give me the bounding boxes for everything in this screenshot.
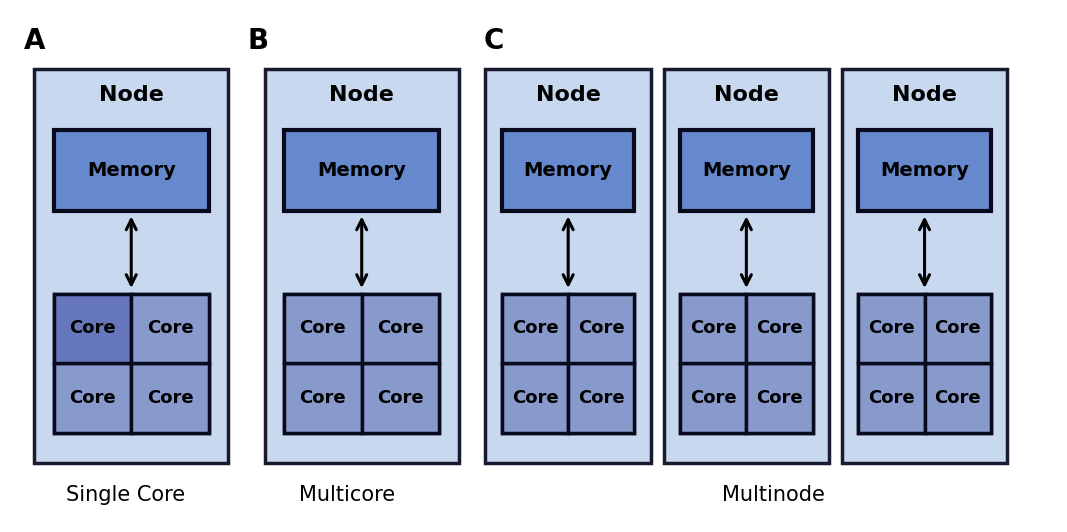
- Text: Core: Core: [690, 389, 736, 408]
- Bar: [681, 294, 747, 363]
- Text: Memory: Memory: [524, 161, 612, 180]
- Text: Core: Core: [378, 320, 424, 337]
- Text: Core: Core: [512, 389, 558, 408]
- Bar: [131, 294, 209, 363]
- Text: Memory: Memory: [702, 161, 791, 180]
- Text: Node: Node: [330, 85, 394, 105]
- Bar: [503, 294, 634, 433]
- Bar: [568, 294, 634, 363]
- Text: Multicore: Multicore: [299, 485, 395, 505]
- Text: Core: Core: [300, 389, 346, 408]
- Bar: [858, 294, 924, 363]
- Text: Core: Core: [147, 320, 193, 337]
- Bar: [681, 363, 747, 433]
- Text: Node: Node: [99, 85, 163, 105]
- Bar: [503, 130, 634, 211]
- Bar: [265, 69, 459, 463]
- Bar: [284, 363, 362, 433]
- Bar: [747, 363, 813, 433]
- Text: Core: Core: [69, 389, 115, 408]
- Bar: [362, 294, 440, 363]
- Bar: [53, 294, 209, 433]
- Bar: [747, 294, 813, 363]
- Text: Core: Core: [147, 389, 193, 408]
- Text: Multinode: Multinode: [722, 485, 825, 505]
- Bar: [53, 363, 131, 433]
- Text: Core: Core: [300, 320, 346, 337]
- Text: Core: Core: [578, 320, 624, 337]
- Text: B: B: [248, 27, 269, 55]
- Bar: [53, 294, 131, 363]
- Bar: [503, 363, 568, 433]
- Text: Memory: Memory: [317, 161, 407, 180]
- Bar: [53, 130, 209, 211]
- Bar: [858, 294, 990, 433]
- Bar: [284, 294, 440, 433]
- Bar: [362, 363, 440, 433]
- Text: Memory: Memory: [86, 161, 176, 180]
- Bar: [131, 363, 209, 433]
- Text: Single Core: Single Core: [66, 485, 186, 505]
- Text: Node: Node: [536, 85, 601, 105]
- Bar: [34, 69, 228, 463]
- Text: Core: Core: [935, 320, 981, 337]
- Text: Core: Core: [757, 320, 802, 337]
- Text: Core: Core: [69, 320, 115, 337]
- Text: Core: Core: [378, 389, 424, 408]
- Bar: [503, 294, 568, 363]
- Text: Node: Node: [714, 85, 779, 105]
- Text: Core: Core: [869, 320, 914, 337]
- Bar: [681, 130, 813, 211]
- Bar: [842, 69, 1007, 463]
- Text: Memory: Memory: [880, 161, 969, 180]
- Bar: [858, 130, 990, 211]
- Text: Core: Core: [578, 389, 624, 408]
- Text: A: A: [23, 27, 45, 55]
- Text: Core: Core: [757, 389, 802, 408]
- Bar: [284, 130, 440, 211]
- Bar: [924, 294, 991, 363]
- Bar: [284, 294, 362, 363]
- Text: Core: Core: [690, 320, 736, 337]
- Bar: [664, 69, 829, 463]
- Bar: [858, 363, 924, 433]
- Bar: [485, 69, 651, 463]
- Bar: [568, 363, 634, 433]
- Bar: [681, 294, 813, 433]
- Text: Core: Core: [512, 320, 558, 337]
- Text: Core: Core: [935, 389, 981, 408]
- Text: Core: Core: [869, 389, 914, 408]
- Text: Node: Node: [892, 85, 957, 105]
- Bar: [924, 363, 991, 433]
- Text: C: C: [483, 27, 504, 55]
